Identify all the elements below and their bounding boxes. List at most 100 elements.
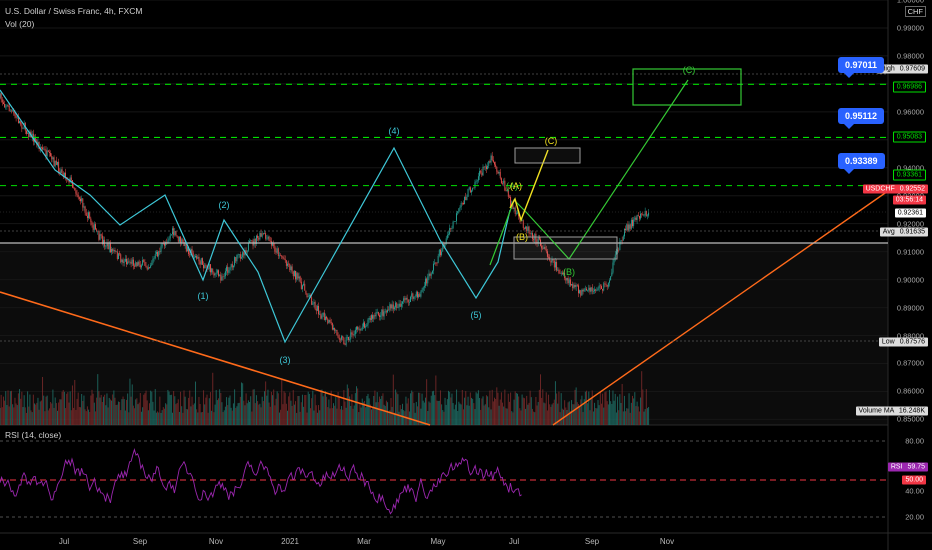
price-callout-1[interactable]: 0.97011 xyxy=(838,57,885,78)
volume-bar xyxy=(246,403,248,425)
volume-bar xyxy=(644,409,646,425)
currency-badge[interactable]: CHF xyxy=(904,6,926,17)
candle-body xyxy=(566,277,568,281)
volume-bar xyxy=(569,411,571,425)
volume-bar xyxy=(572,404,574,425)
volume-bar xyxy=(352,408,354,425)
volume-bar xyxy=(94,411,96,425)
candle-body xyxy=(192,252,194,258)
candle-body xyxy=(236,255,238,262)
price-axis-tick: 0.89000 xyxy=(896,303,924,313)
candle-body xyxy=(505,190,507,192)
candle-body xyxy=(264,233,265,234)
volume-bar xyxy=(514,391,516,425)
candle-body xyxy=(468,187,470,189)
price-callout-3[interactable]: 0.93389 xyxy=(838,153,885,174)
volume-bar xyxy=(483,405,485,425)
volume-bar xyxy=(265,381,267,425)
candle-body xyxy=(213,272,215,276)
volume-bar xyxy=(335,397,337,425)
candle-body xyxy=(472,187,474,191)
candle-body xyxy=(339,339,341,341)
volume-bar xyxy=(445,404,447,425)
volume-bar xyxy=(498,405,500,425)
candle-body xyxy=(491,155,493,161)
volume-bar xyxy=(97,374,99,425)
candle-body xyxy=(479,171,480,177)
candle-body xyxy=(208,264,210,269)
candle-body xyxy=(371,315,372,320)
candle-body xyxy=(417,291,418,298)
volume-bar xyxy=(395,389,397,425)
candle-body xyxy=(362,322,364,327)
candle-body xyxy=(399,303,401,307)
rsi-midline-tag: 50.00 xyxy=(902,475,926,485)
candle-body xyxy=(372,315,374,319)
candle-body xyxy=(127,261,129,265)
candle-body xyxy=(35,137,37,141)
volume-bar xyxy=(198,396,200,425)
candle-body xyxy=(227,266,229,273)
volume-bar xyxy=(557,403,559,425)
volume-bar xyxy=(505,408,507,425)
volume-bar xyxy=(551,404,553,425)
volume-bar xyxy=(456,389,458,425)
candle-body xyxy=(58,161,60,172)
volume-bar xyxy=(390,398,392,425)
candle-body xyxy=(626,224,628,230)
volume-bar xyxy=(603,407,605,425)
candle-body xyxy=(250,240,252,241)
candle-body xyxy=(492,160,494,163)
wave-label-b-yellow: (B) xyxy=(516,232,528,242)
candle-body xyxy=(17,116,19,124)
candle-body xyxy=(243,252,245,256)
volume-bar xyxy=(575,387,577,425)
avg-value: 0.91635 xyxy=(899,228,925,236)
candle-body xyxy=(16,116,18,118)
volume-bar xyxy=(129,378,131,425)
candle-body xyxy=(638,216,640,219)
volume-bar xyxy=(622,411,624,425)
volume-bar xyxy=(333,403,334,425)
volume-bar xyxy=(266,395,268,425)
volume-bar xyxy=(604,392,606,425)
rsi-pane xyxy=(0,440,888,518)
candle-body xyxy=(9,110,11,112)
volume-bar xyxy=(488,407,490,425)
candle-body xyxy=(228,270,230,273)
candle-body xyxy=(269,240,271,242)
candle-body xyxy=(621,240,623,241)
candle-body xyxy=(406,297,408,300)
volume-bar xyxy=(15,403,17,425)
candle-body xyxy=(381,309,383,316)
price-callout-2[interactable]: 0.95112 xyxy=(838,108,885,129)
candle-body xyxy=(318,305,319,315)
candle-body xyxy=(72,180,73,188)
volume-bar xyxy=(419,392,421,425)
volume-bar xyxy=(581,395,583,425)
wave-label-5: (5) xyxy=(470,310,482,320)
candle-body xyxy=(465,196,467,201)
candle-body xyxy=(583,289,585,292)
volume-bar xyxy=(490,409,492,425)
volume-bar xyxy=(191,396,193,425)
volume-bar xyxy=(293,404,295,425)
candle-body xyxy=(537,237,539,244)
candle-body xyxy=(383,311,385,317)
candle-body xyxy=(446,234,448,239)
volume-bar xyxy=(487,396,489,425)
candle-body xyxy=(170,234,172,235)
candle-body xyxy=(402,301,403,304)
volume-bar xyxy=(174,396,176,425)
price-axis-tick: 0.94000 xyxy=(896,163,924,173)
volume-bar xyxy=(337,391,339,425)
candle-body xyxy=(275,251,277,253)
volume-bar xyxy=(216,400,218,425)
candle-body xyxy=(108,243,110,250)
candle-body xyxy=(558,269,560,274)
volume-bar xyxy=(115,404,117,425)
candle-body xyxy=(0,93,2,100)
volume-bar xyxy=(448,390,449,425)
candle-body xyxy=(157,251,158,257)
